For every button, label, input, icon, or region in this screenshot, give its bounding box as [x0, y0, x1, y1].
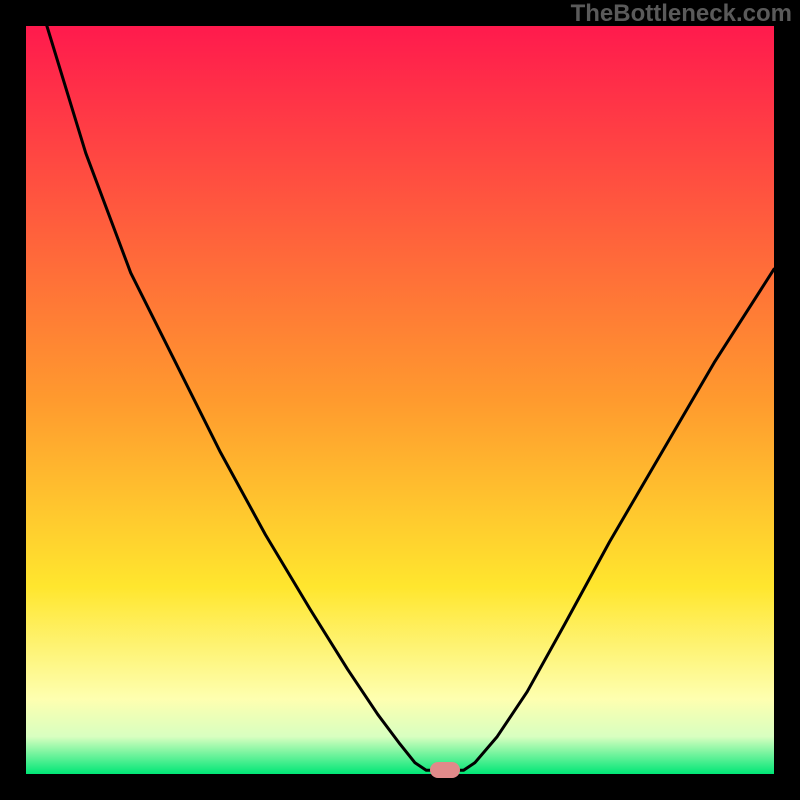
chart-frame: TheBottleneck.com	[0, 0, 800, 800]
watermark-label: TheBottleneck.com	[571, 0, 792, 28]
plot-area	[26, 26, 774, 774]
optimal-marker	[430, 762, 460, 778]
bottleneck-curve	[26, 26, 774, 774]
